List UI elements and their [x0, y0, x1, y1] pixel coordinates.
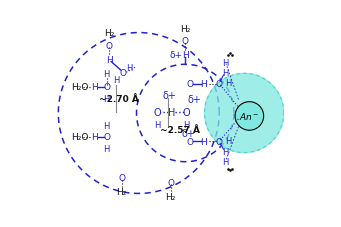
- Text: H: H: [182, 51, 189, 60]
- Text: O: O: [118, 173, 125, 182]
- Polygon shape: [205, 74, 284, 153]
- Text: O: O: [187, 137, 193, 146]
- Text: H: H: [103, 94, 110, 103]
- Text: O: O: [215, 137, 222, 146]
- Text: H: H: [103, 70, 110, 79]
- Text: H: H: [183, 120, 190, 129]
- Text: H₂O: H₂O: [71, 83, 88, 92]
- Text: H: H: [222, 147, 228, 156]
- Text: O: O: [153, 107, 161, 117]
- Text: H: H: [91, 133, 98, 142]
- Text: O: O: [182, 107, 190, 117]
- Text: H: H: [154, 120, 160, 129]
- Text: H: H: [225, 136, 231, 145]
- Text: H: H: [200, 137, 207, 146]
- Text: H: H: [168, 107, 175, 117]
- Text: δ+: δ+: [170, 51, 183, 60]
- Text: H: H: [103, 144, 110, 153]
- Text: H₂: H₂: [104, 29, 115, 38]
- Text: O: O: [182, 37, 189, 46]
- Text: H: H: [106, 56, 113, 64]
- Text: H₂O: H₂O: [71, 133, 88, 142]
- Text: O: O: [103, 83, 110, 92]
- Text: H₂: H₂: [117, 187, 127, 196]
- Text: O: O: [103, 133, 110, 142]
- Text: δ+: δ+: [187, 95, 201, 105]
- Text: An$^-$: An$^-$: [239, 111, 260, 122]
- Text: O: O: [119, 68, 127, 77]
- Text: H: H: [222, 69, 228, 78]
- Text: H₂: H₂: [165, 192, 176, 201]
- Text: δ+: δ+: [182, 129, 196, 139]
- Text: H: H: [91, 83, 98, 92]
- Text: H: H: [222, 158, 228, 166]
- Text: H: H: [113, 75, 119, 84]
- Text: O: O: [187, 80, 193, 89]
- Text: H: H: [222, 58, 228, 67]
- Text: H: H: [225, 79, 231, 88]
- Text: H: H: [103, 121, 110, 130]
- Text: δ+: δ+: [162, 91, 176, 100]
- Text: O: O: [106, 41, 113, 50]
- Text: H₂: H₂: [180, 25, 190, 33]
- Circle shape: [235, 102, 264, 131]
- Text: H: H: [127, 64, 133, 73]
- Text: H: H: [200, 80, 207, 89]
- Text: O: O: [167, 178, 174, 187]
- Text: ~2.70 Å: ~2.70 Å: [99, 94, 139, 103]
- Text: O: O: [215, 80, 222, 89]
- Text: ~2.57 Å: ~2.57 Å: [160, 126, 200, 135]
